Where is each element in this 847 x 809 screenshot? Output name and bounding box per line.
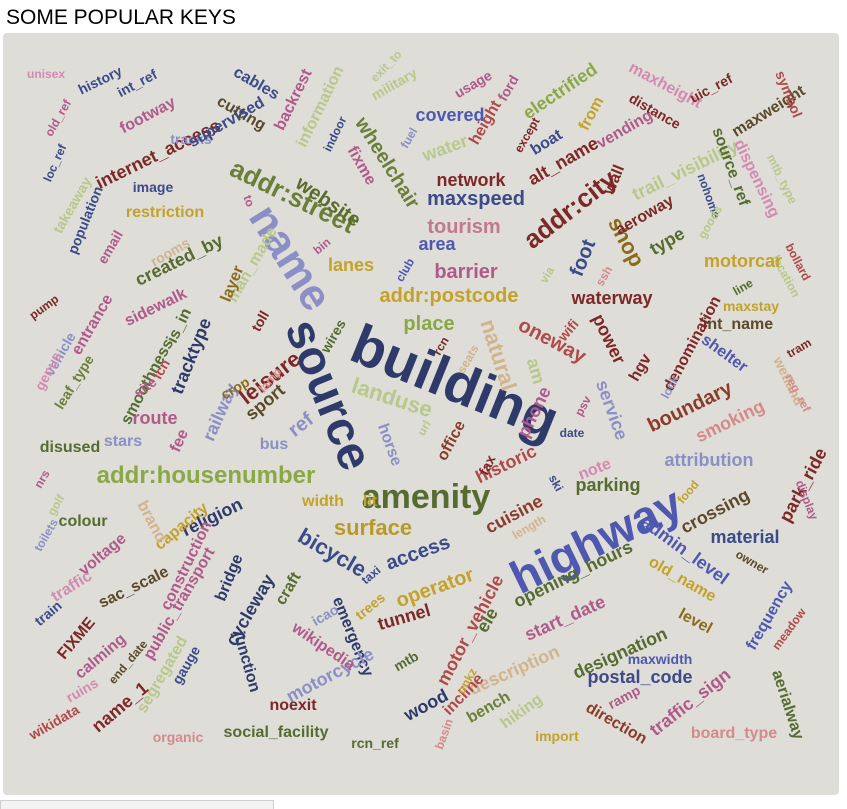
- word-usage[interactable]: usage: [451, 66, 495, 102]
- page-title: SOME POPULAR KEYS: [6, 6, 236, 29]
- word-psv[interactable]: psv: [571, 393, 595, 419]
- word-lit[interactable]: lit: [362, 493, 378, 510]
- word-int-name[interactable]: int_name: [702, 316, 774, 333]
- word-description[interactable]: description: [465, 641, 563, 699]
- word-footway[interactable]: footway: [117, 93, 179, 138]
- word-maxwidth[interactable]: maxwidth: [627, 651, 693, 667]
- word-foot[interactable]: foot: [565, 236, 601, 280]
- word-image[interactable]: image: [132, 179, 174, 195]
- word-covered[interactable]: covered: [415, 105, 485, 125]
- word-cloud: building source highway name amenity addr:hou…: [3, 33, 839, 795]
- word-craft[interactable]: craft: [272, 569, 305, 609]
- word-fuel[interactable]: fuel: [397, 125, 421, 151]
- word-waterway[interactable]: waterway: [571, 288, 653, 308]
- word-addr-housenumber[interactable]: addr:housenumber: [96, 462, 316, 489]
- word-fee[interactable]: fee: [167, 426, 193, 455]
- word-office[interactable]: office: [434, 417, 470, 464]
- word-lock[interactable]: lock: [658, 373, 682, 401]
- word-attribution[interactable]: attribution: [664, 450, 754, 470]
- word-width[interactable]: width: [302, 493, 344, 510]
- word-toll[interactable]: toll: [247, 307, 273, 335]
- word-ski[interactable]: ski: [545, 472, 567, 494]
- word-addr-postcode[interactable]: addr:postcode: [379, 285, 519, 307]
- word-barrier[interactable]: barrier: [434, 261, 498, 283]
- word-tracks[interactable]: tracks: [170, 131, 212, 147]
- word-indoor[interactable]: indoor: [320, 114, 350, 154]
- word-social-facility[interactable]: social_facility: [223, 724, 329, 741]
- word-organic[interactable]: organic: [152, 729, 204, 745]
- word-material[interactable]: material: [710, 527, 780, 547]
- word-goods[interactable]: goods: [694, 202, 726, 242]
- word-basin[interactable]: basin: [432, 716, 456, 752]
- word-unisex[interactable]: unisex: [26, 67, 66, 81]
- word-date[interactable]: date: [559, 426, 585, 440]
- word-from[interactable]: from: [575, 94, 608, 134]
- word-ford[interactable]: ford: [494, 72, 522, 104]
- word-colour[interactable]: colour: [58, 513, 108, 530]
- word-amenity[interactable]: amenity: [361, 478, 491, 516]
- word-email[interactable]: email: [94, 227, 126, 267]
- word-line[interactable]: line: [730, 275, 756, 299]
- word-power[interactable]: power: [588, 310, 630, 368]
- word-disused[interactable]: disused: [39, 439, 101, 456]
- word-lanes[interactable]: lanes: [327, 255, 375, 275]
- word-ssh[interactable]: ssh: [592, 263, 616, 289]
- word-wikidata[interactable]: wikidata: [26, 701, 82, 743]
- word-tourism[interactable]: tourism: [427, 216, 501, 238]
- word-parking[interactable]: parking: [575, 475, 641, 495]
- word-service[interactable]: service: [591, 377, 633, 443]
- word-via[interactable]: via: [536, 264, 558, 286]
- word-uic-ref[interactable]: uic_ref: [686, 70, 736, 106]
- word-hgv[interactable]: hgv: [626, 351, 656, 385]
- word-icao[interactable]: icao: [308, 601, 342, 629]
- word-restriction[interactable]: restriction: [125, 204, 205, 221]
- word-level[interactable]: level: [675, 605, 715, 638]
- word-url[interactable]: url: [414, 417, 434, 439]
- word-bus[interactable]: bus: [259, 436, 289, 453]
- word-old-ref[interactable]: old_ref: [41, 97, 75, 139]
- word-water[interactable]: water: [419, 130, 471, 166]
- word-entrance[interactable]: entrance: [68, 291, 117, 358]
- word-ramp[interactable]: ramp: [605, 681, 643, 713]
- word-loc-ref[interactable]: loc_ref: [40, 142, 70, 184]
- word-brand[interactable]: brand: [133, 498, 170, 546]
- word-maxstay[interactable]: maxstay: [722, 298, 780, 314]
- word-owner[interactable]: owner: [733, 547, 771, 577]
- word-food[interactable]: food: [674, 477, 702, 507]
- word-shelter[interactable]: shelter: [698, 331, 751, 376]
- word-surface[interactable]: surface: [333, 515, 413, 540]
- word-postal-code[interactable]: postal_code: [587, 667, 693, 687]
- word-maxspeed[interactable]: maxspeed: [427, 188, 525, 210]
- word-club[interactable]: club: [392, 255, 418, 285]
- word-rcn-ref[interactable]: rcn_ref: [351, 735, 399, 751]
- word-stars[interactable]: stars: [103, 433, 143, 450]
- word-horse[interactable]: horse: [374, 421, 405, 469]
- word-tunnel[interactable]: tunnel: [375, 599, 433, 635]
- word-noexit[interactable]: noexit: [269, 697, 317, 714]
- word-to[interactable]: to: [240, 193, 258, 209]
- word-nrs[interactable]: nrs: [31, 467, 53, 491]
- word-area[interactable]: area: [418, 234, 456, 254]
- word-toilets[interactable]: toilets: [31, 516, 61, 554]
- word-train[interactable]: train: [31, 597, 65, 629]
- word-tram[interactable]: tram: [784, 335, 814, 361]
- word-place[interactable]: place: [403, 313, 455, 335]
- word-import[interactable]: import: [535, 728, 579, 744]
- word-bridge[interactable]: bridge: [212, 551, 247, 604]
- word-mtb[interactable]: mtb: [390, 647, 422, 675]
- word-board-type[interactable]: board_type: [690, 725, 778, 742]
- word-ruins[interactable]: ruins: [63, 674, 101, 706]
- word-pump[interactable]: pump: [26, 291, 62, 323]
- word-operator[interactable]: operator: [393, 563, 477, 613]
- word-type[interactable]: type: [645, 223, 689, 259]
- word-motorcar[interactable]: motorcar: [703, 251, 783, 271]
- word-network[interactable]: network: [436, 170, 506, 190]
- word-route[interactable]: route: [132, 408, 178, 428]
